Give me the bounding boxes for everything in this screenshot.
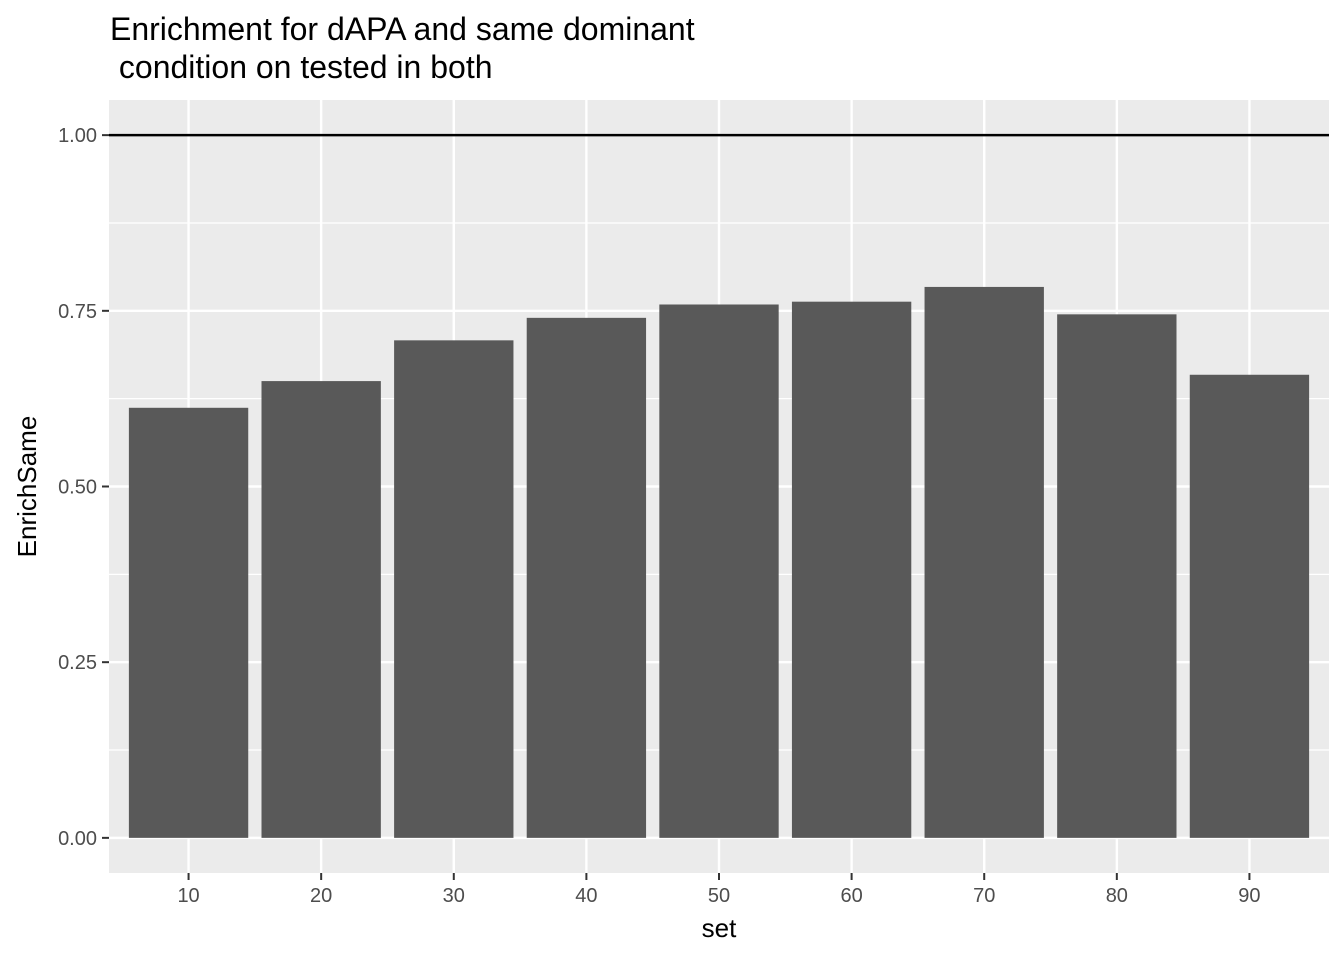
- bar-70: [924, 286, 1044, 838]
- bar-20: [261, 381, 381, 838]
- bars: [128, 286, 1310, 838]
- bar-80: [1057, 314, 1177, 838]
- bar-40: [526, 317, 647, 838]
- y-tick-label: 0.50: [58, 477, 97, 499]
- bar-50: [659, 304, 779, 838]
- x-axis-title: set: [702, 913, 737, 943]
- x-tick-label: 90: [1238, 885, 1260, 907]
- y-tick-label: 1.00: [58, 125, 97, 147]
- x-axis: 10 20 30 40 50 60 70 80 90: [177, 873, 1261, 907]
- x-tick-label: 10: [177, 885, 199, 907]
- bar-60: [791, 301, 912, 838]
- bar-10: [128, 407, 249, 838]
- y-axis-title: EnrichSame: [12, 416, 42, 558]
- bar-30: [394, 340, 514, 838]
- y-axis: 0.00 0.25 0.50 0.75 1.00: [58, 125, 109, 850]
- x-tick-label: 40: [575, 885, 597, 907]
- x-tick-label: 60: [840, 885, 862, 907]
- y-tick-label: 0.25: [58, 652, 97, 674]
- x-tick-label: 20: [310, 885, 332, 907]
- x-tick-label: 80: [1106, 885, 1128, 907]
- chart-title-line-2: condition on tested in both: [110, 49, 493, 85]
- y-tick-label: 0.75: [58, 301, 97, 323]
- x-tick-label: 30: [443, 885, 465, 907]
- bar-90: [1189, 374, 1310, 838]
- y-tick-label: 0.00: [58, 828, 97, 850]
- x-tick-label: 70: [973, 885, 995, 907]
- x-tick-label: 50: [708, 885, 730, 907]
- chart-title-line-1: Enrichment for dAPA and same dominant: [110, 11, 695, 47]
